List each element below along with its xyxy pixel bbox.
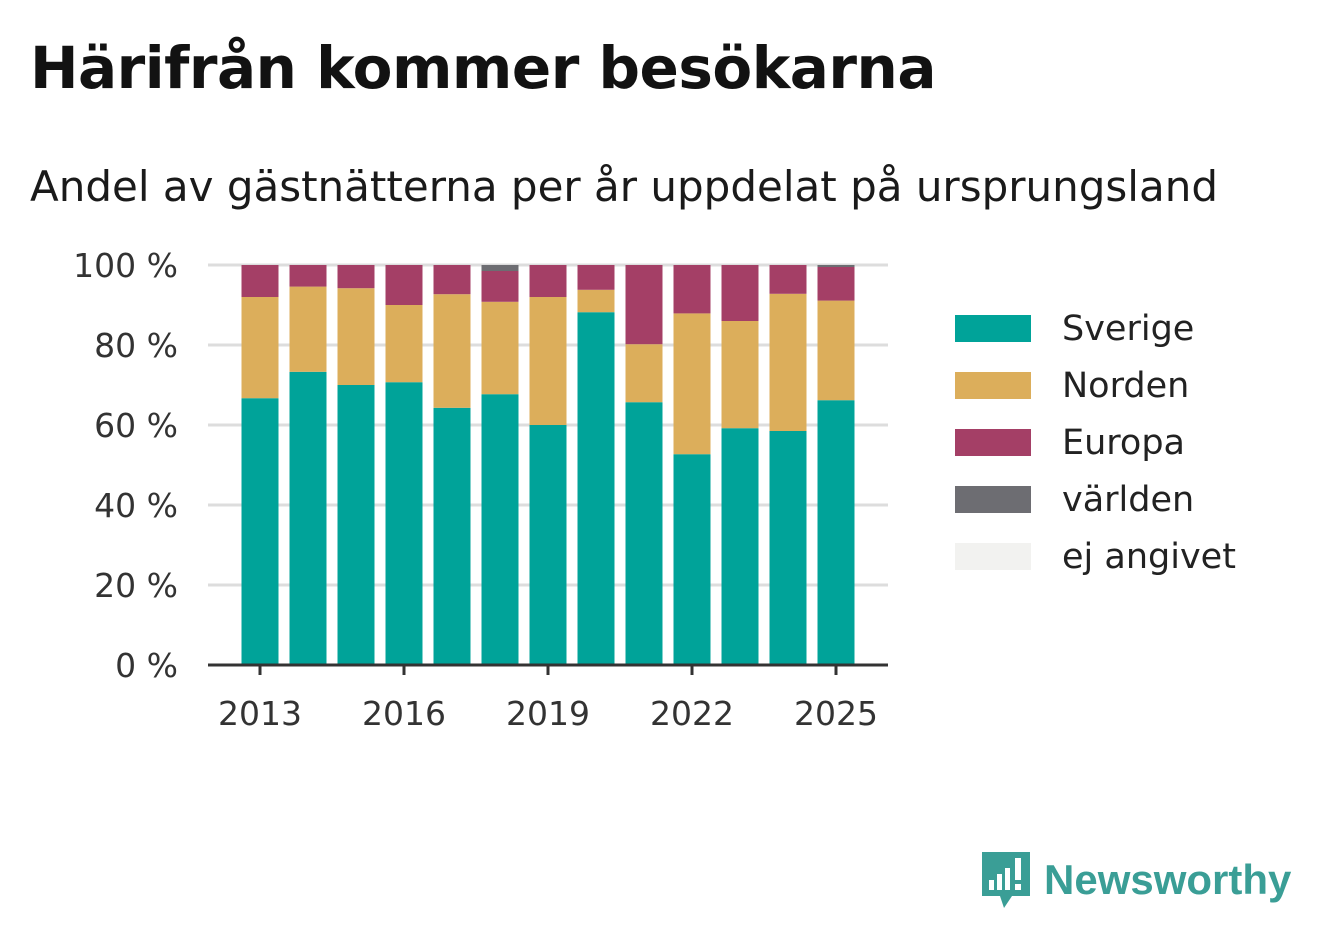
legend-swatch <box>955 372 1031 399</box>
brand-logo: Newsworthy <box>980 850 1291 910</box>
bar-segment-europa <box>673 265 711 314</box>
bar-segment-norden <box>721 321 759 429</box>
chart-subtitle: Andel av gästnätterna per år uppdelat på… <box>30 162 1218 211</box>
bar-segment-norden <box>817 300 855 401</box>
bar-segment-norden <box>385 305 423 383</box>
y-tick-label: 80 % <box>94 326 178 365</box>
bar-segment-europa <box>433 265 471 295</box>
bar-segment-sverige <box>817 400 855 665</box>
bar-segment-norden <box>481 301 519 395</box>
y-tick-label: 40 % <box>94 486 178 525</box>
bar-segment-europa <box>529 265 567 297</box>
bar-segment-europa <box>241 265 279 297</box>
legend: Sverige Norden Europa världen ej angivet <box>955 300 1236 585</box>
bar-segment-norden <box>241 297 279 399</box>
bar-segment-världen <box>481 265 519 271</box>
bar-segment-norden <box>337 288 375 385</box>
bar-segment-europa <box>769 265 807 294</box>
bar-segment-sverige <box>529 425 567 665</box>
bar-segment-sverige <box>241 398 279 665</box>
bar-segment-sverige <box>289 371 327 665</box>
bar-segment-norden <box>577 289 615 313</box>
x-tick-label: 2025 <box>794 694 878 733</box>
bar-segment-norden <box>433 294 471 408</box>
legend-item: Sverige <box>955 300 1236 357</box>
bar-segment-sverige <box>337 385 375 665</box>
legend-item: Norden <box>955 357 1236 414</box>
legend-item: Europa <box>955 414 1236 471</box>
y-tick-label: 0 % <box>115 646 178 685</box>
x-tick-label: 2013 <box>218 694 302 733</box>
x-tick-label: 2022 <box>650 694 734 733</box>
bar-segment-norden <box>625 344 663 403</box>
bar-segment-europa <box>337 265 375 289</box>
legend-label: Europa <box>1062 422 1185 463</box>
bar-segment-sverige <box>481 394 519 665</box>
y-tick-label: 60 % <box>94 406 178 445</box>
legend-swatch <box>955 486 1031 513</box>
legend-item: världen <box>955 471 1236 528</box>
brand-name: Newsworthy <box>1044 856 1292 903</box>
legend-label: Norden <box>1062 365 1190 406</box>
bar-segment-europa <box>481 271 519 302</box>
bar-segment-europa <box>625 265 663 345</box>
x-tick-label: 2016 <box>362 694 446 733</box>
x-tick-label: 2019 <box>506 694 590 733</box>
bar-segment-sverige <box>769 431 807 665</box>
y-tick-label: 20 % <box>94 566 178 605</box>
newsworthy-logo-icon <box>982 852 1030 908</box>
bar-segment-norden <box>673 313 711 455</box>
bar-segment-europa <box>817 267 855 301</box>
legend-swatch <box>955 429 1031 456</box>
bar-segment-sverige <box>625 402 663 665</box>
bar-segment-europa <box>721 265 759 321</box>
bar-segment-sverige <box>577 312 615 665</box>
bar-segment-sverige <box>721 428 759 665</box>
legend-swatch <box>955 543 1031 570</box>
bar-segment-europa <box>385 265 423 305</box>
bar-segment-sverige <box>673 454 711 665</box>
y-tick-label: 100 % <box>73 246 178 285</box>
legend-label: världen <box>1062 479 1195 520</box>
bar-segment-norden <box>769 293 807 431</box>
legend-label: Sverige <box>1062 308 1195 349</box>
bar-segment-europa <box>289 265 327 287</box>
legend-swatch <box>955 315 1031 342</box>
bar-segment-sverige <box>385 382 423 665</box>
legend-label: ej angivet <box>1062 536 1236 577</box>
legend-item: ej angivet <box>955 528 1236 585</box>
bar-segment-europa <box>577 265 615 290</box>
bar-segment-sverige <box>433 407 471 665</box>
bar-segment-världen <box>817 265 855 267</box>
chart-title: Härifrån kommer besökarna <box>30 34 936 102</box>
bar-segment-norden <box>289 286 327 372</box>
bar-segment-norden <box>529 297 567 425</box>
